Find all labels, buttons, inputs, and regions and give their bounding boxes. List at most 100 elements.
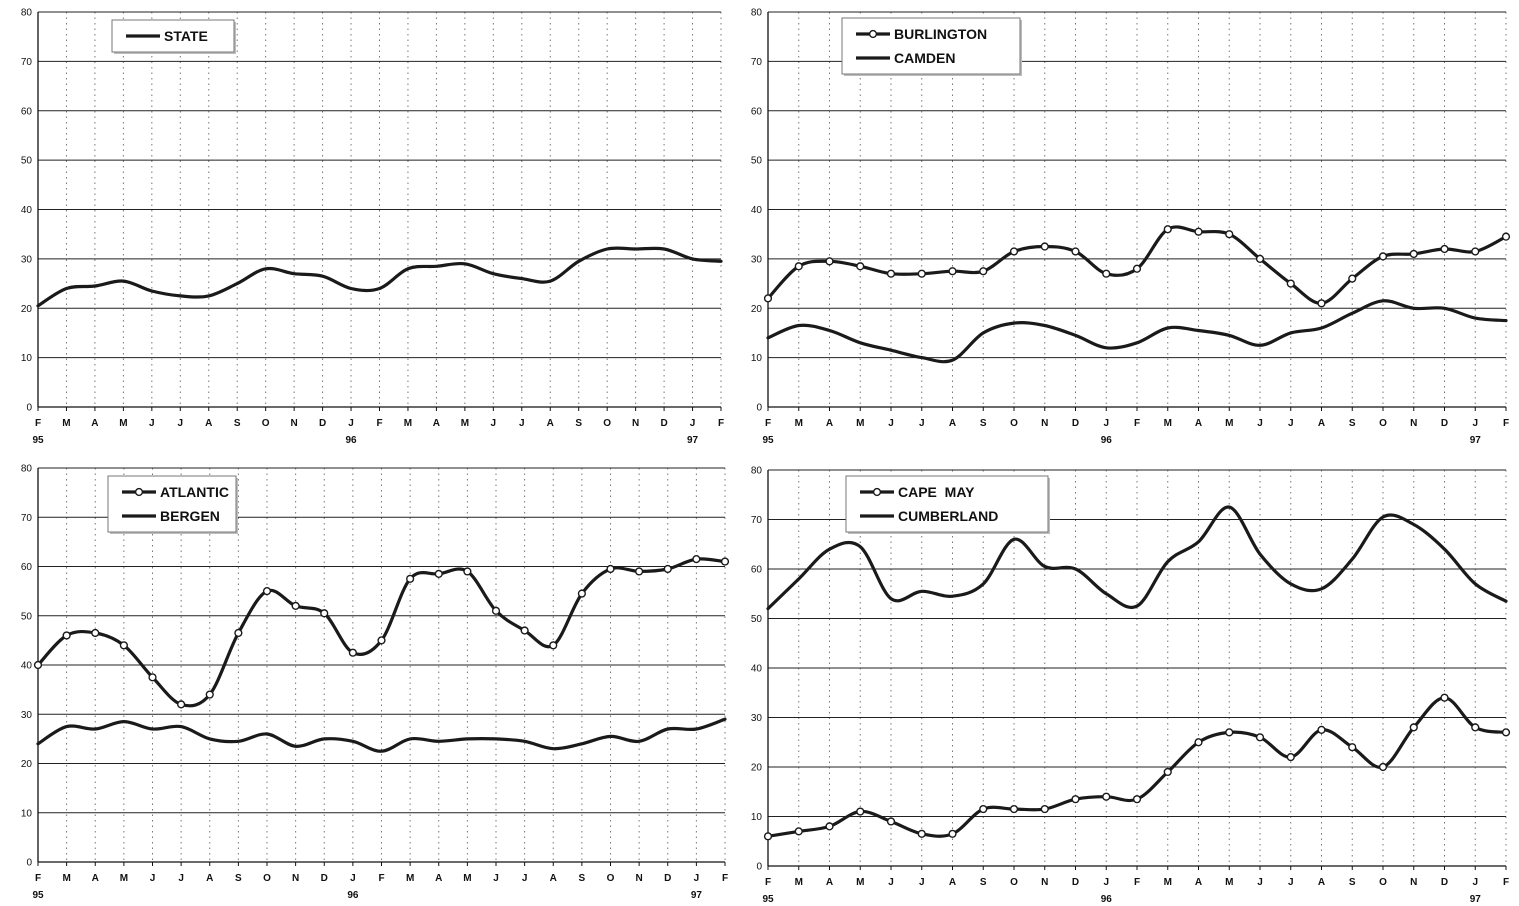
y-tick-label: 20 [21,759,33,770]
y-tick-label: 70 [21,57,33,68]
x-tick-label: M [795,877,803,888]
x-tick-label: A [1195,418,1202,429]
x-tick-label: A [1318,418,1325,429]
chart-panel-1: 0 10 20 30 40 50 60 70 80 F M A M J J A S O N D J F M A M J J A S O N D… [21,8,724,447]
data-point [1378,252,1388,261]
data-point [763,832,773,841]
year-label: 97 [691,890,703,901]
data-point [91,628,100,638]
x-tick-label: F [722,873,728,884]
x-tick-label: F [35,873,41,884]
data-point [406,574,415,583]
x-tick-label: N [1041,418,1048,429]
data-point [1040,242,1049,251]
x-tick-label: M [62,418,70,429]
x-tick-label: M [1225,418,1233,429]
data-point [1194,227,1203,236]
legend-marker-swatch [134,487,144,497]
x-tick-label: S [1349,418,1356,429]
data-point [1471,723,1480,732]
x-tick-label: O [1010,877,1018,888]
x-tick-label: A [1195,877,1202,888]
x-tick-label: J [1288,877,1294,888]
x-tick-label: M [1164,877,1172,888]
chart-panel-2: 0 10 20 30 40 50 60 70 80 F M A M J J A S O N D J F M A M J J A S O N D… [751,8,1511,446]
y-tick-label: 30 [21,710,33,721]
data-point [794,262,803,271]
data-point [1440,693,1449,702]
y-tick-label: 70 [751,57,763,68]
y-tick-label: 0 [756,403,762,414]
x-tick-label: O [1010,418,1018,429]
legend-label: CUMBERLAND [898,508,998,524]
y-tick-label: 40 [21,661,33,672]
y-tick-label: 0 [756,862,762,873]
x-tick-label: M [120,873,128,884]
x-tick-label: N [1410,877,1417,888]
data-point [720,557,730,566]
data-point [1286,752,1295,762]
x-tick-label: A [826,418,833,429]
y-tick-label: 20 [751,763,763,774]
data-point [948,829,957,838]
y-tick-label: 10 [751,353,763,364]
year-label: 95 [32,435,44,446]
y-tick-label: 70 [751,515,763,526]
y-tick-label: 30 [751,713,763,724]
data-point [1071,795,1080,804]
x-tick-label: J [1472,877,1478,888]
x-tick-label: J [1257,877,1263,888]
x-tick-label: A [435,873,442,884]
data-point [1501,728,1511,737]
x-tick-label: F [1134,418,1140,429]
data-point [577,589,586,598]
x-tick-label: J [1288,418,1294,429]
y-tick-label: 40 [751,205,763,216]
x-tick-label: A [1318,877,1325,888]
data-point [1225,230,1234,239]
year-label: 97 [1470,435,1482,446]
x-tick-label: A [949,418,956,429]
x-tick-label: D [1441,418,1448,429]
x-tick-label: F [1503,877,1509,888]
data-point [1286,279,1295,288]
chart-panel-4: 0 10 20 30 40 50 60 70 80 F M A M J J A S O N D J F M A M J J A S O N D… [751,466,1511,905]
x-tick-label: J [149,418,155,429]
data-point [348,648,357,657]
series-line-2 [36,717,727,753]
x-tick-label: N [292,873,299,884]
year-label: 96 [347,890,359,901]
x-tick-label: A [205,418,212,429]
data-point [1317,299,1326,308]
x-tick-label: D [664,873,671,884]
data-point [917,829,926,838]
data-point [1132,795,1142,804]
x-tick-label: M [406,873,414,884]
x-tick-label: M [119,418,127,429]
x-tick-label: J [1103,877,1109,888]
x-tick-label: F [376,418,382,429]
data-point [177,700,186,709]
y-tick-label: 50 [751,614,763,625]
x-tick-label: F [378,873,384,884]
legend-label: BERGEN [160,508,220,524]
data-point [856,262,865,271]
y-tick-label: 40 [21,205,33,216]
year-label: 97 [1470,894,1482,905]
data-point [692,555,701,564]
data-point [205,690,214,699]
x-tick-label: O [1379,877,1387,888]
y-tick-label: 20 [21,304,33,315]
legend: CAPE MAY CUMBERLAND [845,475,1050,534]
data-point [948,267,957,276]
data-point [663,564,672,574]
x-tick-label: J [1257,418,1263,429]
data-point [1348,743,1357,752]
x-tick-label: J [350,873,356,884]
x-tick-label: J [690,418,696,429]
x-tick-label: J [694,873,700,884]
x-tick-label: J [522,873,528,884]
data-point [463,567,472,576]
x-tick-label: J [888,418,894,429]
data-point [1163,767,1172,777]
